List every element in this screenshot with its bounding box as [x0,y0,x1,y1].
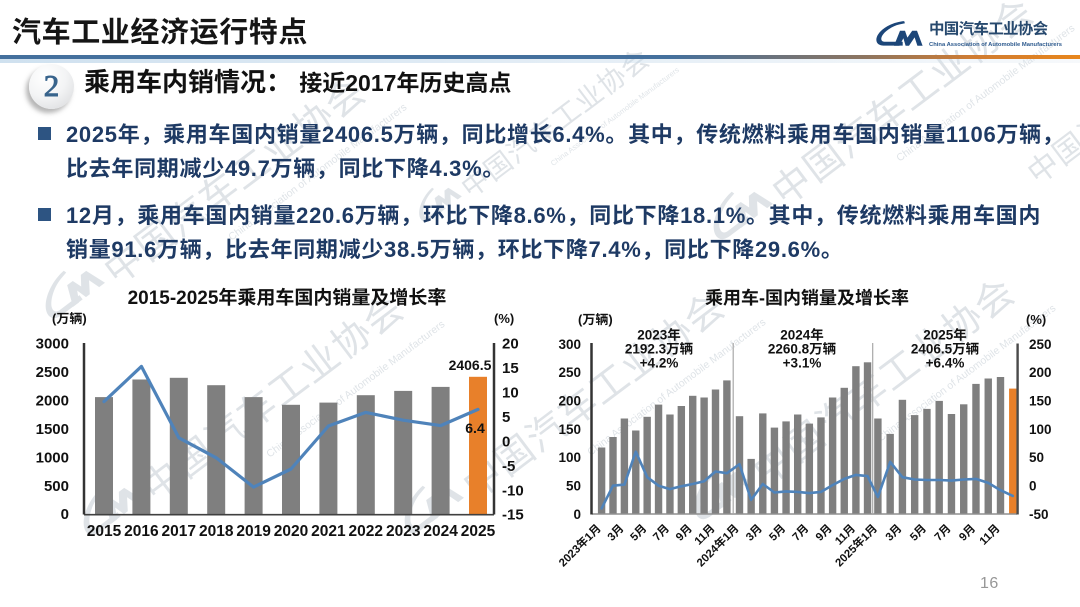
svg-text:2020: 2020 [274,519,308,541]
svg-text:500: 500 [44,475,69,496]
svg-text:+3.1%: +3.1% [783,352,822,372]
svg-text:2023年1月: 2023年1月 [555,521,605,571]
svg-text:11月: 11月 [976,521,1004,549]
svg-text:(%): (%) [494,308,514,327]
svg-text:2022: 2022 [349,519,383,541]
svg-text:2500: 2500 [36,361,69,382]
svg-text:0: 0 [573,503,581,523]
svg-text:(%): (%) [1026,309,1046,328]
svg-text:0: 0 [502,430,510,451]
svg-text:乘用车-国内销量及增长率: 乘用车-国内销量及增长率 [705,284,909,310]
svg-text:-10: -10 [502,479,524,500]
svg-text:100: 100 [1029,418,1052,438]
svg-text:0: 0 [61,503,69,524]
svg-text:5月: 5月 [765,521,789,545]
svg-text:250: 250 [558,361,581,381]
svg-text:9月: 9月 [955,521,979,545]
svg-text:2018: 2018 [199,519,234,541]
svg-text:2192.3万辆: 2192.3万辆 [625,338,693,358]
svg-text:2406.5: 2406.5 [449,355,492,375]
svg-text:-5: -5 [502,455,515,476]
svg-text:1500: 1500 [36,418,69,439]
svg-text:200: 200 [1029,361,1052,381]
svg-text:3000: 3000 [36,333,69,354]
svg-text:1000: 1000 [36,446,69,467]
svg-text:-15: -15 [502,504,524,525]
svg-text:2017: 2017 [162,519,196,541]
svg-text:-50: -50 [1029,503,1049,523]
svg-text:20: 20 [502,333,519,354]
svg-text:2019: 2019 [236,519,271,541]
svg-text:2023年: 2023年 [637,324,681,344]
svg-text:2023: 2023 [386,519,421,541]
svg-text:250: 250 [1029,333,1052,353]
svg-text:300: 300 [558,333,581,353]
svg-text:15: 15 [502,357,519,378]
svg-text:+4.2%: +4.2% [640,352,679,372]
svg-text:150: 150 [1029,390,1052,410]
svg-text:2260.8万辆: 2260.8万辆 [768,338,836,358]
svg-text:50: 50 [566,474,581,494]
svg-text:2021: 2021 [311,519,346,541]
svg-text:2015: 2015 [87,519,122,541]
svg-text:3月: 3月 [603,521,627,545]
svg-text:2025: 2025 [461,519,496,541]
svg-text:3月: 3月 [881,521,905,545]
svg-text:2406.5万辆: 2406.5万辆 [911,338,979,358]
svg-text:9月: 9月 [812,521,836,545]
svg-text:5: 5 [502,406,510,427]
svg-text:2025年: 2025年 [923,324,967,344]
svg-text:7月: 7月 [649,521,673,545]
svg-text:2015-2025年乘用车国内销量及增长率: 2015-2025年乘用车国内销量及增长率 [128,283,447,310]
svg-text:150: 150 [558,418,581,438]
svg-text:6.4: 6.4 [465,418,485,438]
svg-text:(万辆): (万辆) [578,309,613,328]
svg-text:2024年: 2024年 [780,324,824,344]
svg-text:(万辆): (万辆) [52,308,87,327]
svg-text:7月: 7月 [931,521,955,545]
svg-text:10: 10 [502,382,519,403]
svg-text:5月: 5月 [626,521,650,545]
svg-text:9月: 9月 [672,521,696,545]
svg-text:200: 200 [558,390,581,410]
svg-text:2000: 2000 [36,390,69,411]
svg-text:100: 100 [558,446,581,466]
svg-text:0: 0 [1029,474,1037,494]
svg-text:2024: 2024 [423,519,458,541]
svg-text:50: 50 [1029,446,1044,466]
svg-text:+6.4%: +6.4% [926,352,965,372]
svg-text:5月: 5月 [906,521,930,545]
svg-text:2016: 2016 [124,519,159,541]
svg-text:3月: 3月 [742,521,766,545]
svg-text:7月: 7月 [788,521,812,545]
